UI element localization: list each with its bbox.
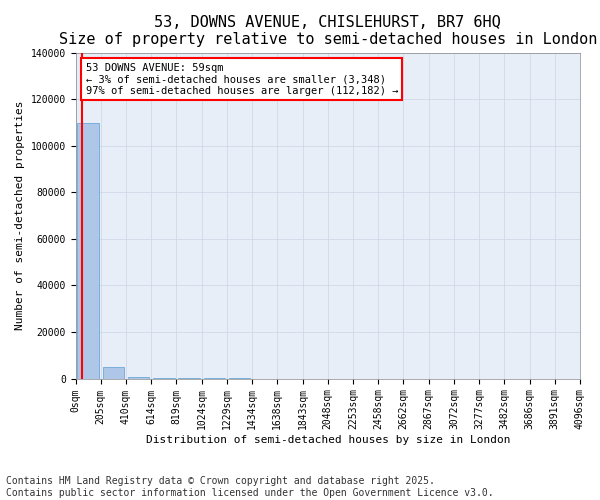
Bar (77, 122, 99, 378)
Bar (103, 367, 124, 378)
X-axis label: Distribution of semi-detached houses by size in London: Distribution of semi-detached houses by … (146, 435, 510, 445)
Text: Contains HM Land Registry data © Crown copyright and database right 2025.
Contai: Contains HM Land Registry data © Crown c… (6, 476, 494, 498)
Text: 53 DOWNS AVENUE: 59sqm
← 3% of semi-detached houses are smaller (3,348)
97% of s: 53 DOWNS AVENUE: 59sqm ← 3% of semi-deta… (86, 62, 398, 96)
Title: 53, DOWNS AVENUE, CHISLEHURST, BR7 6HQ
Size of property relative to semi-detache: 53, DOWNS AVENUE, CHISLEHURST, BR7 6HQ S… (59, 15, 597, 48)
Y-axis label: Number of semi-detached properties: Number of semi-detached properties (15, 101, 25, 330)
